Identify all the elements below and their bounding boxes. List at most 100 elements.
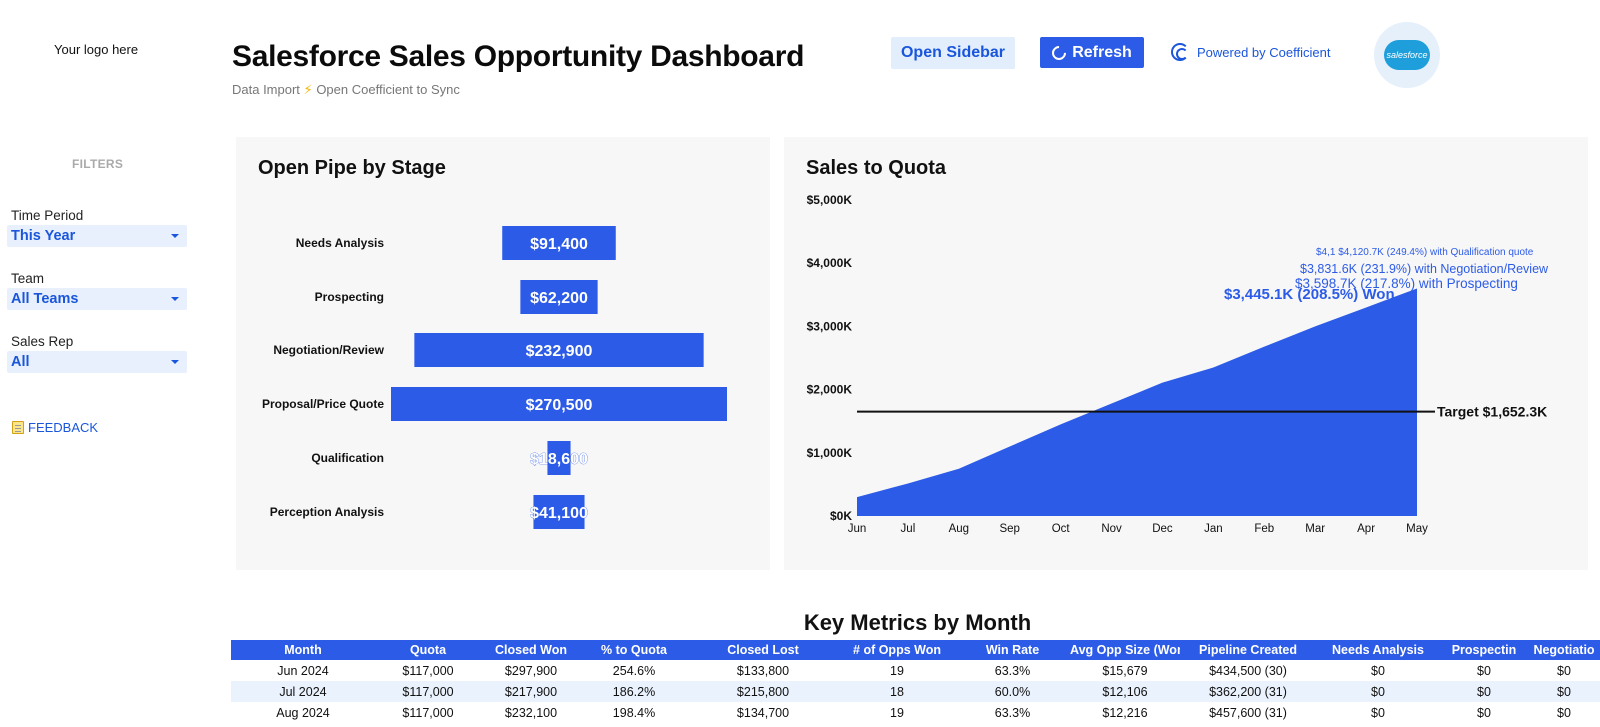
column-header[interactable]: Pipeline Created	[1180, 640, 1316, 660]
filter-team: Team All Teams	[7, 271, 187, 310]
chart-title: Open Pipe by Stage	[258, 157, 446, 179]
table-cell: $0	[1440, 681, 1528, 702]
page-title: Salesforce Sales Opportunity Dashboard	[232, 40, 805, 73]
column-header[interactable]: Quota	[375, 640, 481, 660]
column-header[interactable]: Closed Won	[481, 640, 581, 660]
y-tick-label: $1,000K	[807, 446, 853, 460]
x-tick-label: Nov	[1101, 523, 1122, 535]
x-tick-label: Aug	[949, 523, 969, 535]
open-pipe-chart: Needs Analysis $91,400 Prospecting $62,200 N…	[262, 226, 727, 529]
salesforce-logo: salesforce	[1374, 22, 1440, 88]
bar-value-label: $270,500	[526, 397, 593, 414]
table-cell: $0	[1371, 663, 1385, 678]
x-tick-label: Jan	[1204, 523, 1223, 535]
table-cell: $217,900	[481, 681, 581, 702]
x-tick-label: Feb	[1254, 523, 1274, 535]
stage-label: Perception Analysis	[270, 505, 385, 519]
table-cell: $0	[1528, 681, 1600, 702]
column-header[interactable]: Needs Analysis	[1316, 640, 1440, 660]
filter-label: Sales Rep	[11, 334, 74, 349]
table-cell: $0	[1316, 681, 1440, 702]
table-cell: $457,600 (31)	[1209, 705, 1287, 720]
table-cell: 60.0%	[955, 681, 1070, 702]
table-cell: 18	[839, 681, 955, 702]
bar-value-label: $62,200	[530, 290, 588, 307]
table-cell: $134,700	[736, 705, 790, 720]
time-period-dropdown[interactable]: This Year	[7, 225, 187, 247]
annotation-label: $4,1 $4,120.7K (249.4%) with Qualificati…	[1316, 247, 1534, 258]
y-tick-label: $4,000K	[807, 256, 853, 270]
sales-to-quota-chart: $0K $1,000K $2,000K $3,000K $4,000K $5,000K Ju…	[807, 193, 1549, 535]
x-tick-label: May	[1406, 523, 1428, 535]
table-cell: 186.2%	[581, 681, 687, 702]
caret-down-icon	[171, 297, 179, 301]
team-dropdown[interactable]: All Teams	[7, 288, 187, 310]
filters-heading: FILTERS	[72, 157, 124, 171]
funnel-bar	[502, 226, 616, 260]
column-header[interactable]: Win Rate	[955, 640, 1070, 660]
table-cell: $0	[1477, 705, 1491, 720]
table-cell: $215,800	[687, 681, 839, 702]
chart-title: Sales to Quota	[806, 157, 947, 179]
column-header[interactable]: Negotiatio	[1528, 640, 1600, 660]
stage-label: Prospecting	[315, 290, 384, 304]
table-cell: $0	[1557, 663, 1571, 678]
annotation-label: $3,598.7K (217.8%) with Prospecting	[1295, 276, 1518, 291]
table-cell: $117,000	[402, 663, 454, 678]
x-tick-label: Oct	[1052, 523, 1071, 535]
funnel-bar	[414, 333, 704, 367]
column-header[interactable]: % to Quota	[581, 640, 687, 660]
y-tick-label: $3,000K	[807, 319, 853, 333]
filter-label: Team	[11, 271, 45, 286]
page-subtitle: Data Import ⚡ Open Coefficient to Sync	[232, 82, 460, 98]
open-sidebar-button[interactable]: Open Sidebar	[891, 37, 1015, 69]
open-pipe-panel: Open Pipe by Stage Needs Analysis $91,400…	[236, 137, 770, 570]
logo-placeholder: Your logo here	[54, 42, 139, 57]
dropdown-value: All	[11, 354, 30, 370]
sales-rep-dropdown[interactable]: All	[7, 351, 187, 373]
table-cell: $0	[1371, 705, 1385, 720]
table-cell: $297,900	[504, 663, 558, 678]
y-tick-label: $0K	[830, 509, 852, 523]
won-area	[857, 288, 1417, 516]
x-tick-label: Apr	[1357, 523, 1375, 535]
subtitle-pre: Data Import	[232, 82, 300, 97]
table-cell: $0	[1477, 663, 1491, 678]
feedback-label: FEEDBACK	[28, 420, 99, 435]
y-tick-label: $2,000K	[807, 383, 853, 397]
table-row: Jul 2024 $117,000 $217,900 186.2% $215,800 18…	[231, 681, 1600, 702]
powered-by-link[interactable]: Powered by Coefficient	[1171, 43, 1330, 61]
table-cell: $232,100	[504, 705, 558, 720]
table-cell: 198.4%	[612, 705, 656, 720]
feedback-link[interactable]: FEEDBACK	[12, 420, 98, 435]
column-header[interactable]: Closed Lost	[687, 640, 839, 660]
table-row: Aug 2024 $117,000 $232,100 198.4% $134,700 19…	[231, 702, 1600, 723]
table-cell: $0	[1557, 705, 1571, 720]
table-cell: Jul 2024	[231, 681, 375, 702]
column-header[interactable]: Prospectin	[1440, 640, 1528, 660]
x-tick-label: Mar	[1305, 523, 1325, 535]
bar-value-label: $232,900	[526, 343, 593, 360]
table-cell: 254.6%	[612, 663, 656, 678]
funnel-bar	[547, 441, 571, 475]
lightning-icon: ⚡	[303, 82, 313, 97]
refresh-button[interactable]: Refresh	[1040, 37, 1144, 68]
column-header[interactable]: # of Opps Won	[839, 640, 955, 660]
coefficient-icon	[1171, 43, 1189, 61]
target-label: Target $1,652.3K	[1437, 404, 1547, 420]
table-cell: $117,000	[402, 705, 454, 720]
table-cell: $117,000	[375, 681, 481, 702]
dropdown-value: All Teams	[11, 291, 79, 307]
column-header[interactable]: Month	[231, 640, 375, 660]
key-metrics-table: Month Quota Closed Won% to Quota Closed Los…	[231, 640, 1600, 723]
stage-label: Needs Analysis	[296, 236, 385, 250]
sales-to-quota-panel: Sales to Quota $0K $1,000K $2,000K $3,000K $…	[784, 137, 1588, 570]
funnel-bar	[520, 280, 598, 314]
column-header[interactable]: Avg Opp Size (Won)	[1070, 640, 1180, 660]
filter-sales-rep: Sales Rep All	[7, 334, 187, 373]
stage-label: Qualification	[311, 451, 384, 465]
table-cell: 19	[890, 705, 904, 720]
x-tick-label: Sep	[999, 523, 1019, 535]
table-cell: Aug 2024	[276, 705, 330, 720]
